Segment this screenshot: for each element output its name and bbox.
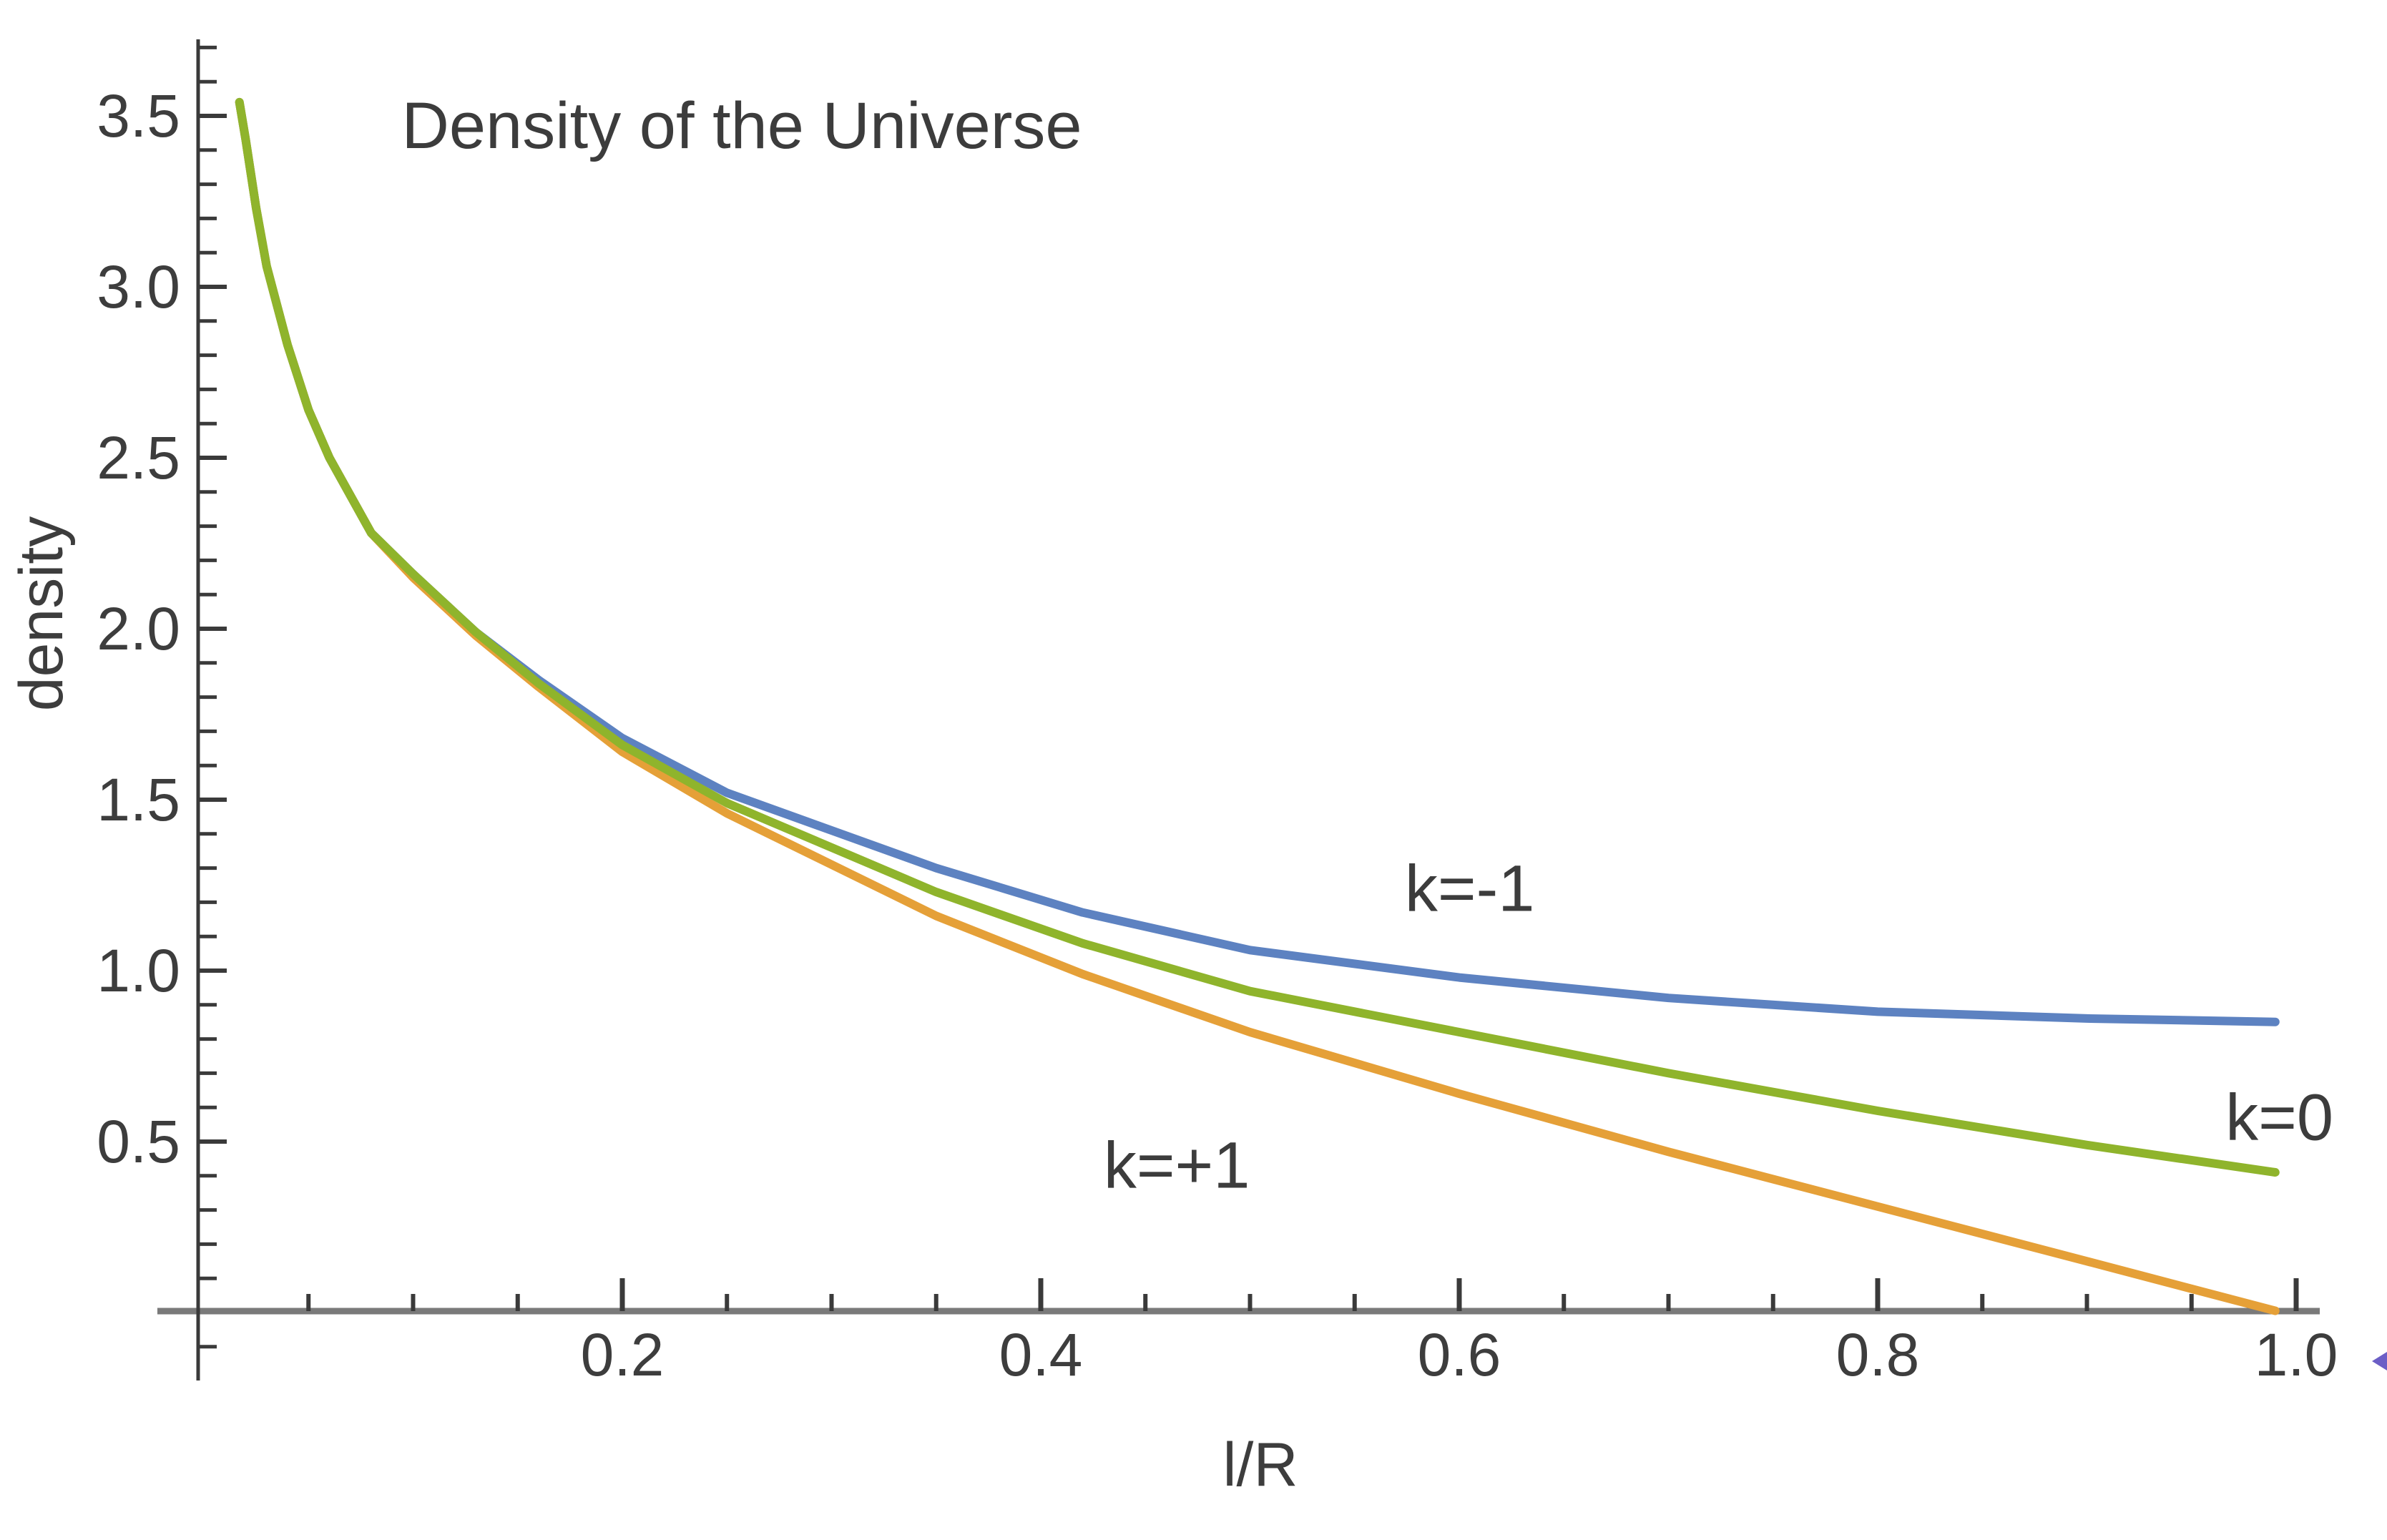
y-tick-label: 3.0 (97, 253, 180, 320)
y-tick-label: 1.5 (97, 766, 180, 833)
curve-annotations: k=-1 k=+1 k=0 (1104, 852, 2333, 1202)
y-axis-title: density (7, 516, 76, 712)
x-tick-label: 0.6 (1418, 1321, 1501, 1388)
stray-blue-mark (2372, 1352, 2387, 1370)
x-tick-label: 0.8 (1836, 1321, 1920, 1388)
curve-k-minus-1 (235, 97, 2280, 1026)
chart-title: Density of the Universe (401, 89, 1082, 162)
x-tick-label: 1.0 (2255, 1321, 2338, 1388)
y-tick-label: 3.5 (97, 82, 180, 149)
x-tick-label: 0.2 (581, 1321, 665, 1388)
curves (235, 97, 2280, 1315)
annotation-k-1: k=-1 (1405, 852, 1535, 925)
axis-ticks (198, 45, 2299, 1349)
annotation-k-0: k=0 (2225, 1082, 2333, 1154)
axis-tick-labels: 0.2 0.4 0.6 0.8 1.0 0.5 1.0 1.5 2.0 2.5 3.0 3.5 (97, 82, 2338, 1388)
x-axis-title: l/R (1222, 1431, 1298, 1499)
annotation-k-1: k=+1 (1104, 1129, 1250, 1202)
y-tick-label: 0.5 (97, 1108, 180, 1175)
x-tick-label: 0.4 (999, 1321, 1083, 1388)
y-tick-label: 2.5 (97, 424, 180, 491)
y-tick-label: 1.0 (97, 937, 180, 1004)
y-tick-label: 2.0 (97, 595, 180, 662)
curve-k-0 (235, 97, 2280, 1177)
